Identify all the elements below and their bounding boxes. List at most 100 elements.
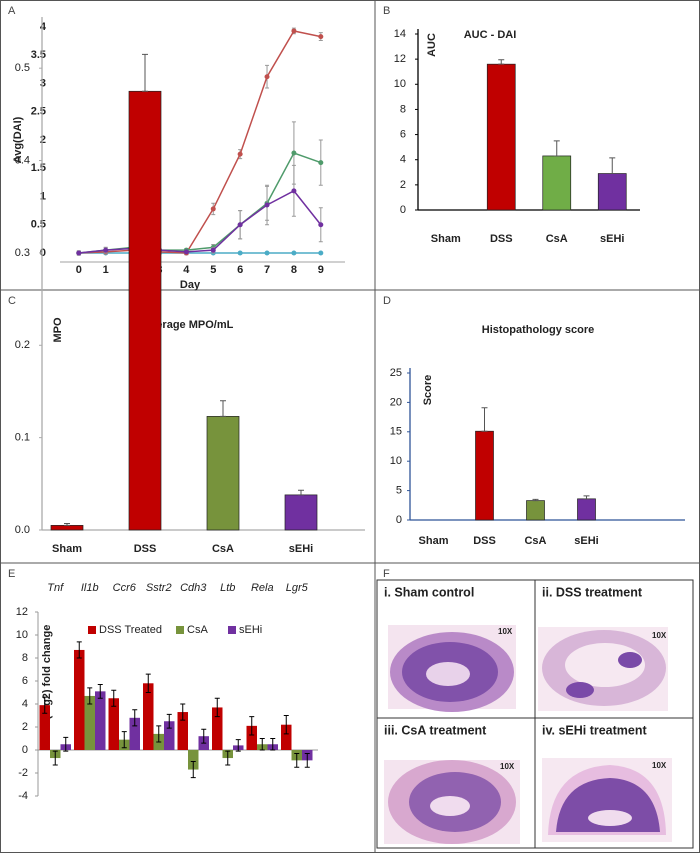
x-tick-label: CsA	[212, 543, 234, 555]
point	[318, 222, 324, 228]
line	[78, 189, 322, 254]
tissue	[618, 652, 642, 668]
line	[78, 30, 321, 254]
error-bar	[583, 495, 590, 500]
bar	[128, 90, 162, 531]
error-bar	[304, 752, 310, 768]
bar	[212, 707, 223, 750]
y-tick-label: 2.5	[31, 106, 46, 118]
x-tick-label: CsA	[524, 535, 546, 547]
point	[318, 250, 324, 256]
error-bar	[249, 716, 255, 736]
y-tick-label: 14	[394, 28, 406, 40]
image-caption: ii. DSS treatment	[542, 585, 643, 599]
error-bar	[498, 59, 505, 65]
point	[237, 222, 243, 228]
error-bar	[76, 641, 82, 659]
y-axis-label: Score	[422, 375, 434, 406]
y-tick-label: -4	[18, 790, 28, 802]
y-tick-label: 25	[390, 367, 402, 379]
point	[291, 188, 297, 194]
tissue	[430, 796, 470, 816]
bar	[577, 498, 596, 521]
x-axis-label: Day	[180, 279, 201, 291]
y-axis-label: Avg(DAI)	[12, 116, 24, 163]
legend-swatch	[88, 626, 96, 634]
x-tick-label: Sham	[52, 543, 82, 555]
bar	[486, 63, 516, 211]
x-tick-label: 9	[318, 264, 324, 276]
x-tick-label: 5	[210, 264, 216, 276]
error-bar	[166, 713, 172, 729]
y-tick-label: 0	[396, 514, 402, 526]
y-tick-label: 10	[394, 78, 406, 90]
category-label: Ltb	[220, 582, 235, 594]
error-bar	[190, 761, 196, 779]
y-tick-label: 0.0	[15, 524, 30, 536]
panel-letter: D	[383, 295, 391, 307]
error-bar	[201, 728, 207, 744]
y-tick-label: 8	[400, 103, 406, 115]
tissue	[556, 778, 660, 832]
error-bar	[142, 53, 148, 92]
legend-label: sEHi	[239, 624, 262, 636]
point	[76, 250, 82, 256]
image-caption: iv. sEHi treatment	[542, 723, 648, 737]
y-tick-label: 10	[16, 629, 28, 641]
legend-label: DSS Treated	[99, 624, 162, 636]
point	[237, 250, 243, 256]
y-tick-label: 0.2	[15, 339, 30, 351]
y-tick-label: 15	[390, 426, 402, 438]
x-tick-label: 1	[103, 264, 109, 276]
point	[210, 206, 216, 212]
y-tick-label: 0.3	[15, 247, 30, 259]
bar	[164, 721, 175, 750]
error-bar	[270, 738, 276, 751]
x-tick-label: DSS	[490, 233, 513, 245]
chart-title: AUC - DAI	[464, 29, 517, 41]
x-tick-label: Sham	[419, 535, 449, 547]
x-tick-label: DSS	[473, 535, 496, 547]
category-label: Ccr6	[113, 582, 137, 594]
point	[183, 249, 189, 255]
tissue	[426, 662, 470, 686]
error-bar	[235, 739, 241, 752]
legend-swatch	[228, 626, 236, 634]
y-tick-label: 0.4	[15, 154, 30, 166]
y-tick-label: 4	[22, 698, 28, 710]
point	[318, 34, 324, 40]
panel-letter: E	[8, 568, 15, 580]
bar	[206, 416, 240, 531]
category-label: Rela	[251, 582, 274, 594]
image-caption: i. Sham control	[384, 585, 474, 599]
y-tick-label: 3.5	[31, 49, 46, 61]
y-tick-label: 6	[400, 128, 406, 140]
y-tick-label: 6	[22, 675, 28, 687]
point	[210, 247, 216, 253]
y-tick-label: 0.5	[31, 219, 46, 231]
line	[78, 152, 322, 254]
x-tick-label: 4	[183, 264, 190, 276]
magnification: 10X	[498, 627, 513, 636]
y-tick-label: 8	[22, 652, 28, 664]
error-bar	[111, 689, 117, 707]
bar	[143, 683, 154, 750]
bar	[177, 712, 188, 750]
error-bar	[220, 400, 226, 417]
point	[264, 202, 270, 208]
error-bar	[132, 709, 138, 727]
y-axis-label: AUC	[426, 33, 438, 57]
chart-title: Histopathology score	[482, 324, 594, 336]
bar	[39, 705, 50, 750]
point	[237, 151, 243, 157]
error-bar	[283, 715, 289, 735]
panel-letter: A	[8, 5, 16, 17]
bar	[246, 725, 257, 750]
error-bar	[97, 683, 103, 699]
x-tick-label: sEHi	[574, 535, 598, 547]
error-bar	[609, 157, 616, 175]
bar	[597, 173, 627, 211]
error-bar	[145, 673, 151, 693]
y-tick-label: 1	[40, 190, 46, 202]
category-label: Tnf	[47, 582, 64, 594]
